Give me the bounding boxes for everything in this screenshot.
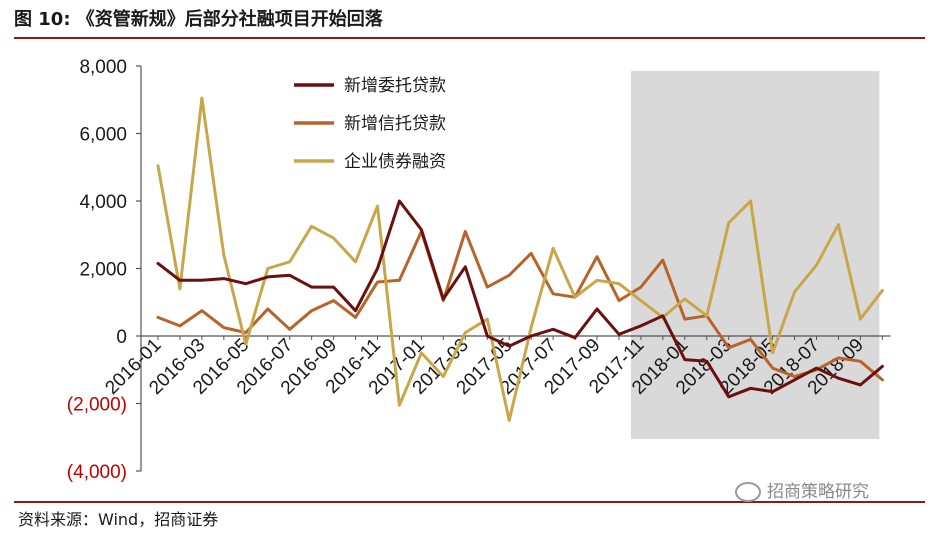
title-rule <box>14 37 925 39</box>
watermark: 招商策略研究 <box>735 477 869 502</box>
y-tick-label: 4,000 <box>79 192 127 213</box>
y-tick-label: 0 <box>116 327 127 348</box>
y-tick-label: 6,000 <box>79 125 127 146</box>
series-line-3 <box>156 96 884 422</box>
wechat-icon <box>735 482 761 502</box>
series-line-2 <box>156 229 884 382</box>
watermark-text: 招商策略研究 <box>767 482 869 502</box>
figure-title: 图 10: 《资管新规》后部分社融项目开始回落 <box>14 9 383 30</box>
y-tick-label: (2,000) <box>67 395 127 416</box>
y-tick-label: 2,000 <box>79 260 127 281</box>
shaded-period-layer <box>630 71 880 439</box>
legend-label: 企业债券融资 <box>344 152 446 172</box>
legend-label: 新增信托贷款 <box>344 114 446 134</box>
shaded-period <box>630 71 880 439</box>
series-layer <box>156 96 884 422</box>
source-note: 资料来源：Wind，招商证券 <box>18 510 219 529</box>
source-rule <box>14 501 925 503</box>
y-tick-label: (4,000) <box>67 462 127 483</box>
y-tick-label: 8,000 <box>79 57 127 78</box>
series-line-1 <box>156 199 884 399</box>
legend-label: 新增委托贷款 <box>344 76 446 96</box>
